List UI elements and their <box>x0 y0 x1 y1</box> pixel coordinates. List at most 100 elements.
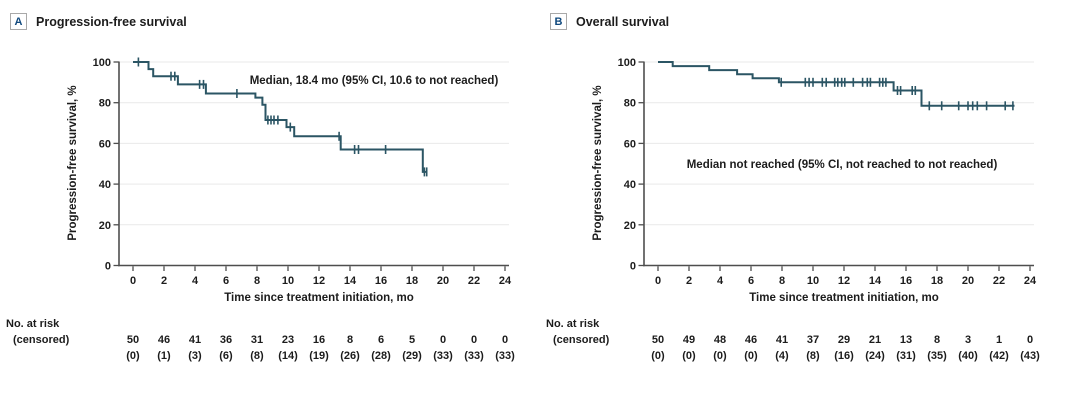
censored-count: (3) <box>188 350 202 362</box>
y-tick-label: 80 <box>99 98 111 110</box>
at-risk-count: 36 <box>220 334 232 346</box>
at-risk-count: 41 <box>776 334 788 346</box>
x-tick-label: 22 <box>468 275 480 287</box>
at-risk-count: 49 <box>683 334 695 346</box>
panel-a-letter: A <box>14 15 23 28</box>
censored-count: (16) <box>834 350 854 362</box>
risk-row-label: No. at risk <box>546 318 600 330</box>
panel-a: A Progression-free survival 0 20 40 60 80 100… <box>6 13 515 362</box>
x-tick-label: 0 <box>130 275 136 287</box>
censored-count: (14) <box>278 350 298 362</box>
censored-count: (0) <box>744 350 758 362</box>
x-tick-label: 22 <box>993 275 1005 287</box>
at-risk-count: 46 <box>745 334 757 346</box>
x-tick-label: 10 <box>807 275 819 287</box>
x-tick-label: 18 <box>931 275 943 287</box>
y-tick-label: 40 <box>624 179 636 191</box>
censored-count: (0) <box>651 350 665 362</box>
censored-count: (0) <box>713 350 727 362</box>
censored-count: (28) <box>371 350 391 362</box>
y-axis-title: Progression-free survival, % <box>67 85 79 240</box>
y-tick-label: 0 <box>630 261 636 273</box>
panel-b-letter: B <box>554 15 563 28</box>
at-risk-count: 0 <box>471 334 477 346</box>
x-tick-label: 16 <box>375 275 387 287</box>
y-axis-title: Progression-free survival, % <box>592 85 604 240</box>
y-tick-label: 80 <box>624 98 636 110</box>
at-risk-count: 1 <box>996 334 1002 346</box>
at-risk-count: 0 <box>440 334 446 346</box>
panel-b-letter-badge: B <box>550 13 567 30</box>
at-risk-count: 13 <box>900 334 912 346</box>
at-risk-count: 23 <box>282 334 294 346</box>
at-risk-count: 41 <box>189 334 201 346</box>
at-risk-count: 29 <box>838 334 850 346</box>
at-risk-count: 0 <box>1027 334 1033 346</box>
censored-count: (24) <box>865 350 885 362</box>
y-tick-label: 60 <box>624 138 636 150</box>
censored-row-label: (censored) <box>13 334 70 346</box>
x-tick-label: 20 <box>962 275 974 287</box>
x-tick-label: 2 <box>161 275 167 287</box>
censored-count: (26) <box>340 350 360 362</box>
at-risk-count: 5 <box>409 334 415 346</box>
risk-row-label: No. at risk <box>6 318 60 330</box>
y-tick-label: 60 <box>99 138 111 150</box>
censored-count: (33) <box>464 350 484 362</box>
censored-count: (40) <box>958 350 978 362</box>
at-risk-count: 46 <box>158 334 170 346</box>
at-risk-count: 8 <box>934 334 940 346</box>
censored-count: (1) <box>157 350 171 362</box>
censored-row-label: (censored) <box>553 334 610 346</box>
x-tick-label: 10 <box>282 275 294 287</box>
x-tick-label: 2 <box>686 275 692 287</box>
censored-count: (8) <box>250 350 264 362</box>
censored-count: (8) <box>806 350 820 362</box>
panel-a-title: Progression-free survival <box>36 14 187 29</box>
x-tick-label: 12 <box>313 275 325 287</box>
y-tick-label: 20 <box>624 220 636 232</box>
y-tick-label: 0 <box>105 261 111 273</box>
x-tick-label: 6 <box>223 275 229 287</box>
panel-a-header: A Progression-free survival <box>10 13 187 30</box>
at-risk-count: 8 <box>347 334 353 346</box>
at-risk-count: 21 <box>869 334 881 346</box>
at-risk-count: 50 <box>127 334 139 346</box>
panel-b-header: B Overall survival <box>550 13 669 30</box>
panel-b: B Overall survival 0 20 40 60 80 100 0 2 4 6 8 10 12… <box>540 0 1080 400</box>
survival-curve <box>133 61 428 173</box>
x-tick-label: 14 <box>344 275 357 287</box>
censored-count: (4) <box>775 350 789 362</box>
x-tick-label: 8 <box>254 275 260 287</box>
at-risk-count: 16 <box>313 334 325 346</box>
x-tick-label: 8 <box>779 275 785 287</box>
at-risk-count: 31 <box>251 334 263 346</box>
at-risk-count: 48 <box>714 334 726 346</box>
median-annotation: Median, 18.4 mo (95% CI, 10.6 to not rea… <box>250 75 499 87</box>
censored-count: (35) <box>927 350 947 362</box>
censored-count: (42) <box>989 350 1009 362</box>
censored-count: (43) <box>1020 350 1040 362</box>
x-tick-label: 20 <box>437 275 449 287</box>
x-tick-label: 6 <box>748 275 754 287</box>
x-axis-title: Time since treatment initiation, mo <box>224 292 414 304</box>
censored-count: (33) <box>433 350 453 362</box>
censored-count: (19) <box>309 350 329 362</box>
censored-count: (0) <box>682 350 696 362</box>
panel-a-letter-badge: A <box>10 13 27 30</box>
x-tick-label: 24 <box>1024 275 1037 287</box>
censored-count: (29) <box>402 350 422 362</box>
x-tick-label: 4 <box>717 275 724 287</box>
x-tick-label: 24 <box>499 275 512 287</box>
at-risk-count: 6 <box>378 334 384 346</box>
survival-curve <box>658 61 1015 107</box>
censored-count: (31) <box>896 350 916 362</box>
panel-b-title: Overall survival <box>576 14 670 29</box>
x-tick-label: 12 <box>838 275 850 287</box>
y-tick-label: 40 <box>99 179 111 191</box>
censored-count: (0) <box>126 350 140 362</box>
y-tick-label: 100 <box>618 57 636 69</box>
x-tick-label: 18 <box>406 275 418 287</box>
